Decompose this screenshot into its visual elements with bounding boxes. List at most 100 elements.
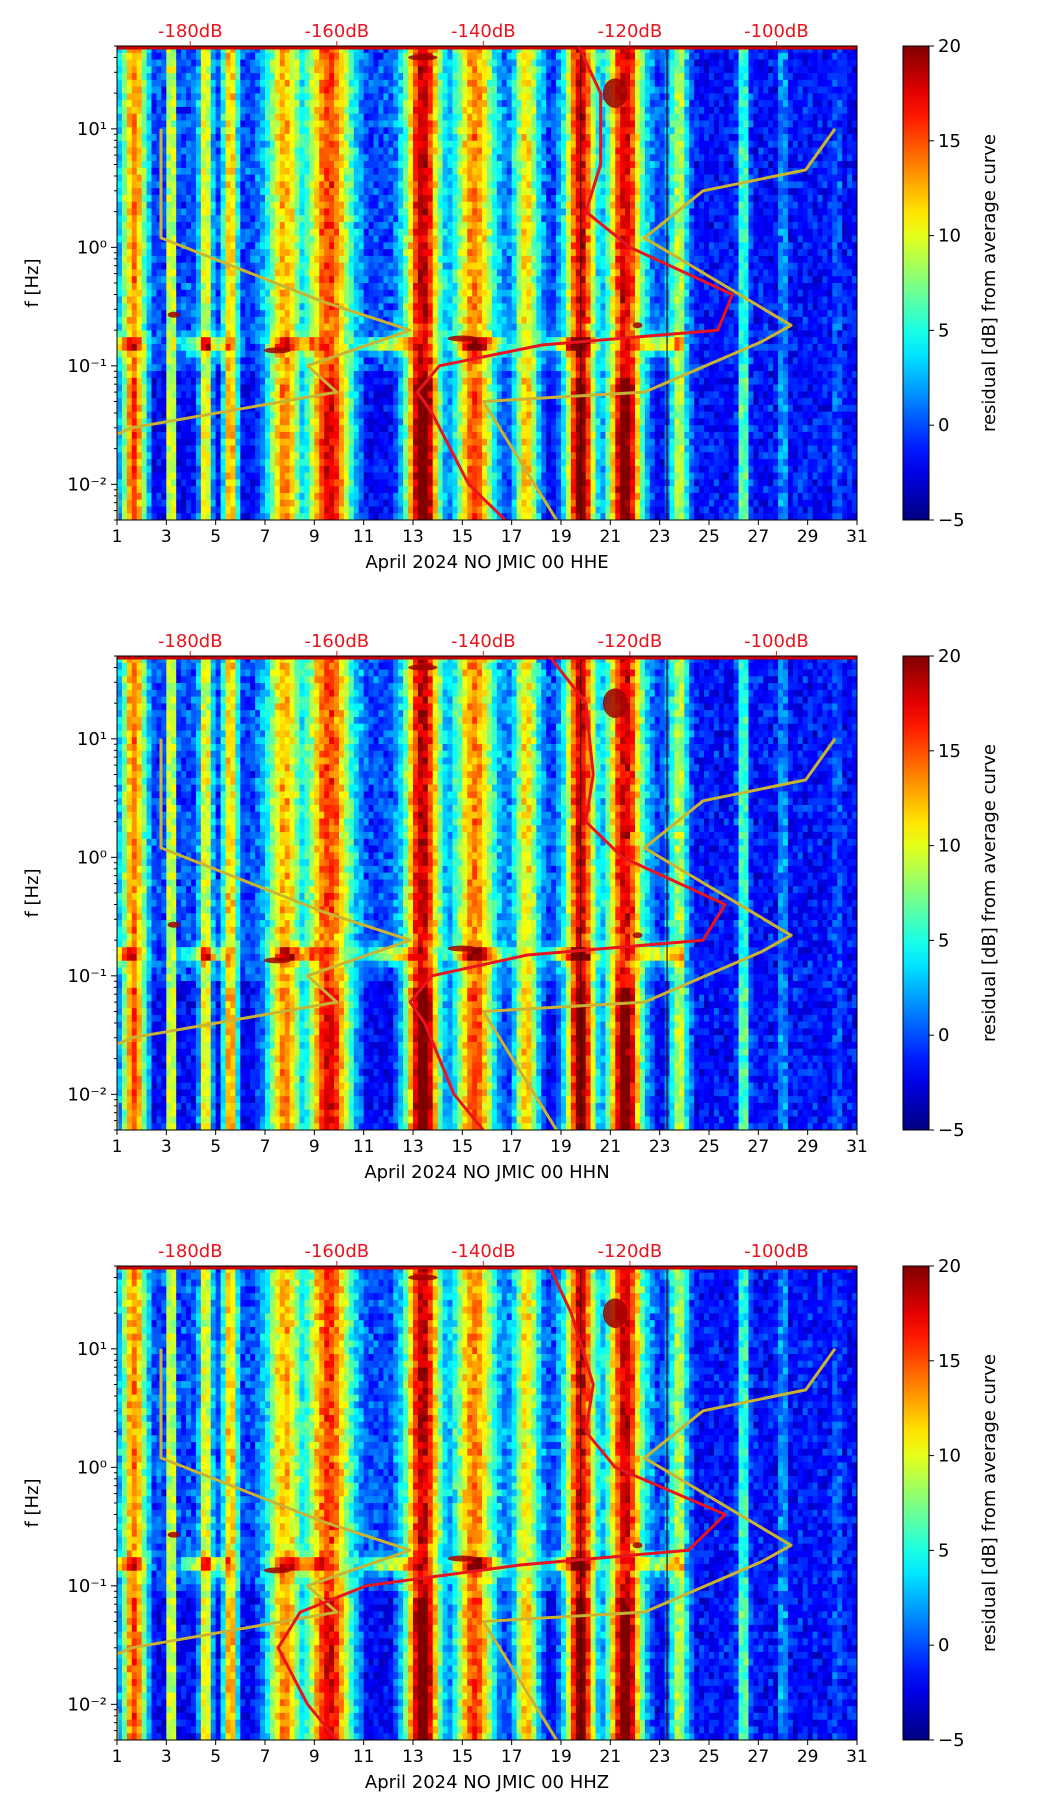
colorbar-tick-label: −5	[938, 510, 965, 531]
top-tick-label: -180dB	[158, 1241, 223, 1262]
noise-model-high-curve	[481, 127, 837, 520]
x-tick-label: 29	[797, 1137, 819, 1157]
hot-spot	[408, 664, 438, 671]
x-tick-label: 13	[402, 1137, 424, 1157]
colorbar	[902, 1265, 930, 1741]
colorbar-label: residual [dB] from average curve	[979, 744, 1000, 1042]
top-tick-label: -180dB	[158, 21, 223, 42]
y-tick-label: 10⁻²	[67, 474, 107, 495]
x-tick-label: 19	[550, 1137, 572, 1157]
noise-model-high-curve	[481, 737, 837, 1130]
y-tick-label: 10¹	[77, 119, 107, 140]
y-tick-label: 10⁰	[77, 237, 107, 258]
colorbar-tick-label: 0	[938, 1635, 949, 1656]
colorbar-tick-label: 5	[938, 320, 949, 341]
x-tick-label: 21	[600, 527, 622, 547]
x-tick-label: 9	[309, 1137, 320, 1157]
x-tick-label: 19	[550, 527, 572, 547]
top-tick-label: -120dB	[598, 1241, 663, 1262]
hot-spot	[263, 957, 291, 964]
x-tick-label: 5	[210, 527, 221, 547]
x-tick-label: 25	[698, 1747, 720, 1767]
hot-spot	[263, 1567, 291, 1574]
x-tick-label: 13	[402, 527, 424, 547]
top-tick-label: -140dB	[451, 1241, 516, 1262]
x-tick-label: 15	[452, 527, 474, 547]
x-tick-label: 11	[353, 1747, 375, 1767]
hot-spot	[632, 1542, 643, 1549]
x-tick-label: 7	[260, 1137, 271, 1157]
x-tick-label: 31	[846, 527, 868, 547]
y-tick-label: 10⁻¹	[67, 356, 107, 377]
x-tick-label: 7	[260, 1747, 271, 1767]
x-tick-label: 27	[748, 527, 770, 547]
y-tick-label: 10¹	[77, 729, 107, 750]
colorbar-tick-label: 10	[938, 1446, 961, 1467]
x-tick-label: 17	[501, 1137, 523, 1157]
top-tick-label: -100dB	[744, 631, 809, 652]
noise-model-low-curve	[117, 738, 412, 1130]
hot-spot	[167, 1531, 180, 1538]
noise-model-low-curve	[117, 128, 412, 520]
y-axis-label: f [Hz]	[22, 868, 43, 917]
hot-spot	[602, 78, 628, 108]
colorbar-tick-label: 15	[938, 131, 961, 152]
x-tick-label: 5	[210, 1747, 221, 1767]
x-tick-label: 9	[309, 1747, 320, 1767]
y-tick-label: 10⁻¹	[67, 1576, 107, 1597]
x-tick-label: 17	[501, 527, 523, 547]
colorbar	[902, 655, 930, 1131]
colorbar-label: residual [dB] from average curve	[979, 1354, 1000, 1652]
colorbar-tick-label: 15	[938, 1351, 961, 1372]
y-tick-label: 10⁻²	[67, 1694, 107, 1715]
top-tick-label: -140dB	[451, 21, 516, 42]
x-axis-label: April 2024 NO JMIC 00 HHZ	[365, 1772, 609, 1793]
top-tick-label: -160dB	[304, 631, 369, 652]
colorbar-tick-label: −5	[938, 1730, 965, 1751]
x-tick-label: 15	[452, 1747, 474, 1767]
colorbar-tick-label: 5	[938, 1540, 949, 1561]
hot-spot	[447, 1555, 478, 1562]
colorbar-tick-label: 10	[938, 836, 961, 857]
y-tick-label: 10⁰	[77, 1457, 107, 1478]
x-tick-label: 11	[353, 527, 375, 547]
y-tick-label: 10¹	[77, 1339, 107, 1360]
colorbar-label: residual [dB] from average curve	[979, 134, 1000, 432]
x-tick-label: 23	[649, 527, 671, 547]
x-tick-label: 23	[649, 1747, 671, 1767]
plot-area	[117, 1266, 857, 1740]
x-axis-label: April 2024 NO JMIC 00 HHN	[364, 1162, 609, 1183]
colorbar-tick-label: 20	[938, 1256, 961, 1277]
median-psd-curve	[408, 656, 727, 1130]
x-tick-label: 11	[353, 1137, 375, 1157]
colorbar-tick-label: 20	[938, 36, 961, 57]
y-tick-label: 10⁻¹	[67, 966, 107, 987]
x-tick-label: 29	[797, 527, 819, 547]
plot-area	[117, 46, 857, 520]
x-tick-label: 25	[698, 1137, 720, 1157]
x-tick-label: 1	[112, 1137, 123, 1157]
top-tick-label: -160dB	[304, 1241, 369, 1262]
x-tick-label: 13	[402, 1747, 424, 1767]
x-tick-label: 27	[748, 1747, 770, 1767]
x-tick-label: 21	[600, 1747, 622, 1767]
x-tick-label: 1	[112, 527, 123, 547]
colorbar	[902, 45, 930, 521]
top-tick-label: -100dB	[744, 1241, 809, 1262]
hot-spot	[263, 347, 291, 354]
noise-model-low-curve	[117, 1348, 412, 1740]
top-tick-label: -160dB	[304, 21, 369, 42]
colorbar-tick-label: 10	[938, 226, 961, 247]
hot-spot	[447, 335, 478, 342]
x-tick-label: 5	[210, 1137, 221, 1157]
colorbar-tick-label: 5	[938, 930, 949, 951]
y-axis-label: f [Hz]	[22, 258, 43, 307]
x-tick-label: 17	[501, 1747, 523, 1767]
x-tick-label: 27	[748, 1137, 770, 1157]
x-tick-label: 31	[846, 1137, 868, 1157]
top-tick-label: -140dB	[451, 631, 516, 652]
